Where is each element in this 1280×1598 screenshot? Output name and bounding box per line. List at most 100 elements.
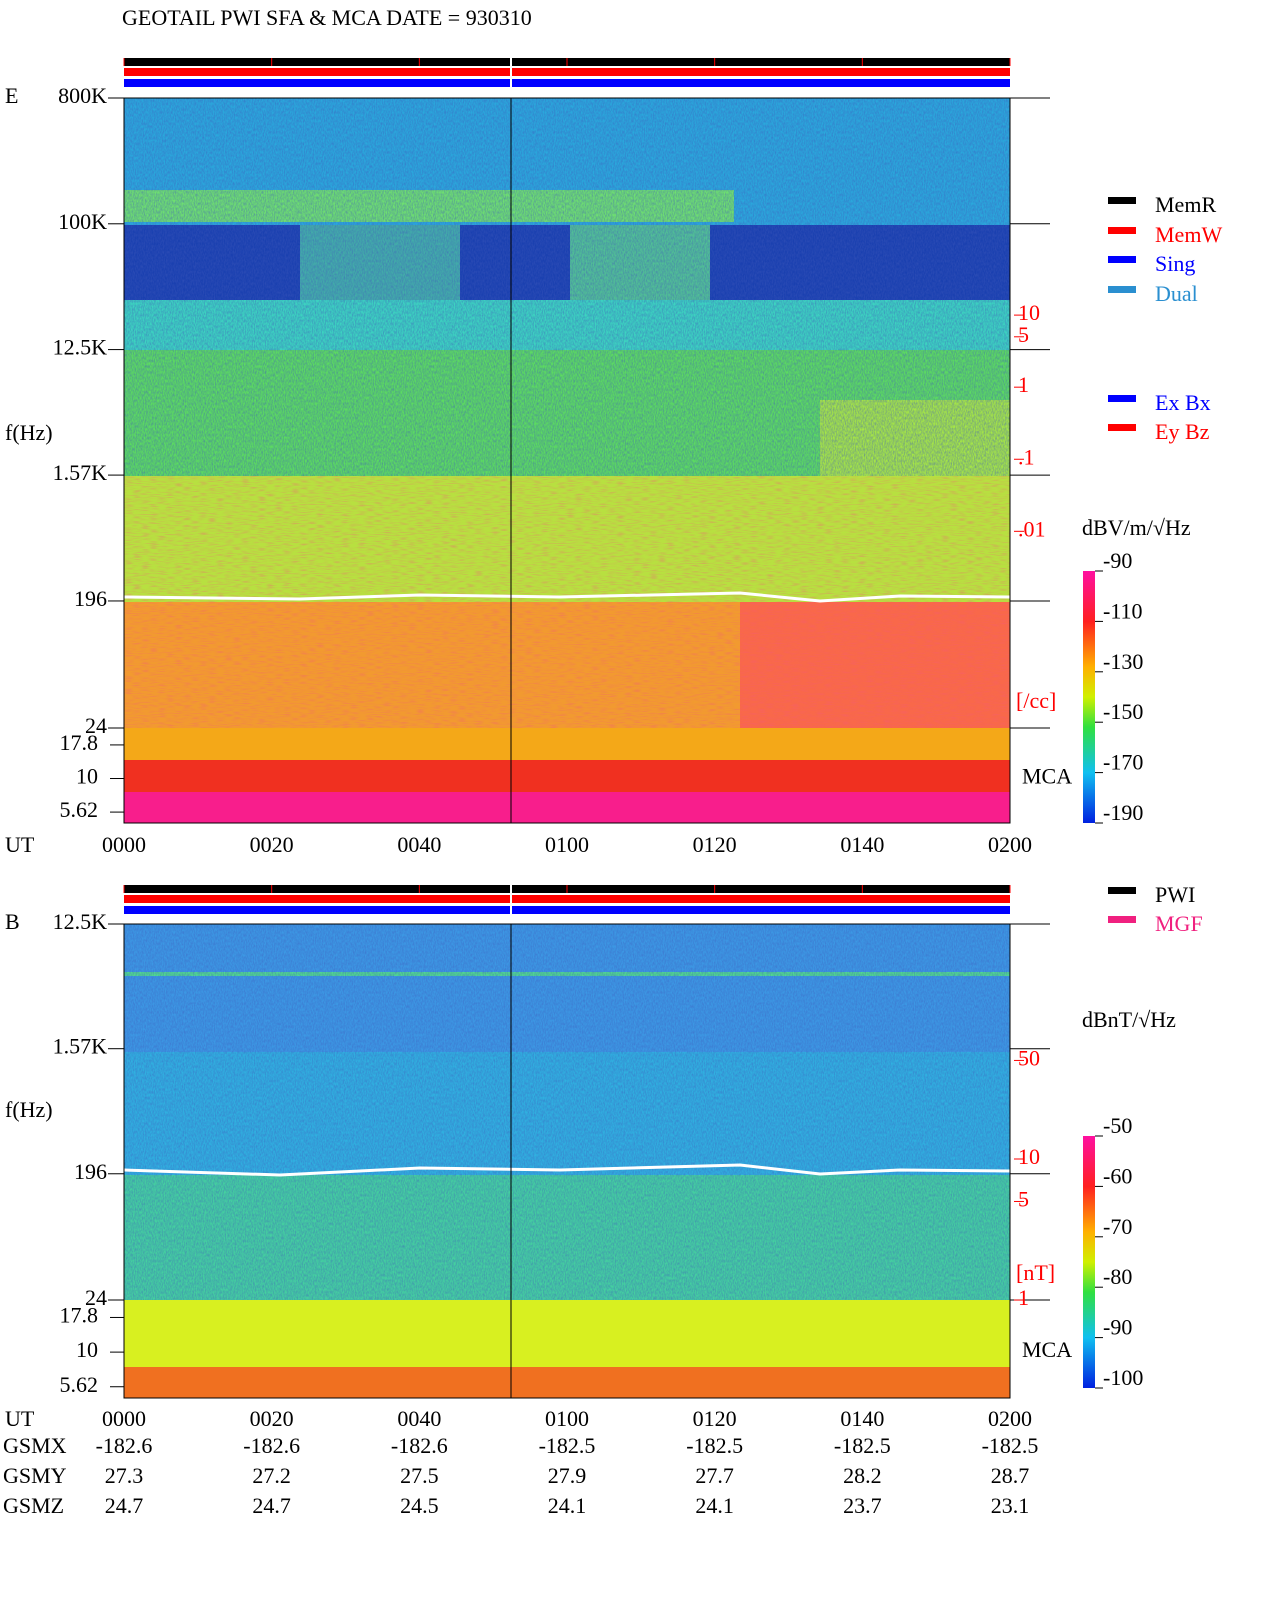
x-tick-label: 0000 (102, 832, 146, 857)
y-tick-label: 100K (58, 209, 107, 234)
legend-swatch (1108, 887, 1136, 894)
orbit-value: 27.3 (105, 1463, 144, 1488)
orbit-value: 28.7 (991, 1463, 1030, 1488)
density-tick-label: 1 (1018, 372, 1029, 397)
orbit-value: 27.7 (695, 1463, 734, 1488)
density-tick-label: .1 (1018, 444, 1035, 469)
frame (123, 923, 1011, 1399)
mca-tick-label: 10 (76, 1337, 98, 1362)
y-tick-label: 800K (58, 83, 107, 108)
status-bar (124, 68, 1010, 76)
x-axis-label: UT (5, 832, 35, 857)
orbit-value: 28.2 (843, 1463, 882, 1488)
legend-label: MemR (1155, 192, 1216, 217)
frame (123, 97, 1011, 824)
orbit-value: 27.9 (548, 1463, 587, 1488)
legend-label: MGF (1155, 911, 1203, 936)
x-tick-label: 0100 (545, 1406, 589, 1431)
panel-label: E (5, 83, 18, 108)
y-tick-label: 1.57K (53, 460, 108, 485)
density-unit: [nT] (1016, 1260, 1055, 1285)
orbit-row-label: GSMX (3, 1433, 67, 1458)
x-tick-label: 0040 (397, 832, 441, 857)
orbit-value: 23.7 (843, 1493, 882, 1518)
x-tick-label: 0120 (693, 1406, 737, 1431)
legend-swatch (1108, 395, 1136, 402)
density-tick-label: 1 (1018, 1285, 1029, 1310)
mca-tick-label: 17.8 (60, 1303, 99, 1328)
spectrogram-b (123, 924, 1011, 1398)
orbit-value: 24.5 (400, 1493, 439, 1518)
x-tick-label: 0200 (988, 1406, 1032, 1431)
status-bar (124, 906, 1010, 914)
mca-tick-label: 5.62 (60, 797, 99, 822)
y-tick-label: 12.5K (53, 335, 108, 360)
x-axis-label: UT (5, 1406, 35, 1431)
legend-label: Ex Bx (1155, 390, 1211, 415)
y-axis-label: f(Hz) (5, 1097, 53, 1122)
status-bar (124, 895, 1010, 903)
colorbar-tick-label: -90 (1103, 1315, 1132, 1340)
colorbar-tick-label: -80 (1103, 1264, 1132, 1289)
density-tick-label: .01 (1018, 516, 1046, 541)
colorbar (1083, 1136, 1095, 1388)
colorbar (1083, 571, 1095, 823)
density-tick-label: 50 (1018, 1045, 1040, 1070)
colorbar-tick-label: -190 (1103, 800, 1143, 825)
density-tick-label: 5 (1018, 322, 1029, 347)
legend-swatch (1108, 256, 1136, 263)
y-tick-label: 1.57K (53, 1034, 108, 1059)
colorbar-tick-label: -90 (1103, 548, 1132, 573)
legend-label: Dual (1155, 281, 1198, 306)
colorbar-tick-label: -110 (1103, 598, 1143, 623)
density-tick-label: 10 (1018, 1144, 1040, 1169)
spectrogram-e (123, 98, 1011, 823)
x-tick-label: 0020 (250, 832, 294, 857)
colorbar-tick-label: -50 (1103, 1113, 1132, 1138)
x-tick-label: 0000 (102, 1406, 146, 1431)
orbit-value: 24.1 (548, 1493, 587, 1518)
colorbar-label: dBnT/√Hz (1082, 1007, 1176, 1032)
y-tick-label: 196 (74, 1159, 107, 1184)
x-tick-label: 0140 (840, 1406, 884, 1431)
colorbar-tick-label: -70 (1103, 1214, 1132, 1239)
orbit-value: 24.7 (105, 1493, 144, 1518)
mca-tick-label: 17.8 (60, 730, 99, 755)
x-tick-label: 0040 (397, 1406, 441, 1431)
legend-label: Ey Bz (1155, 419, 1210, 444)
orbit-row-label: GSMY (3, 1463, 67, 1488)
panel-label: B (5, 909, 20, 934)
orbit-value: 24.7 (252, 1493, 291, 1518)
y-axis-label: f(Hz) (5, 420, 53, 445)
legend-swatch (1108, 227, 1136, 234)
orbit-value: 23.1 (991, 1493, 1030, 1518)
legend-label: Sing (1155, 251, 1195, 276)
orbit-value: -182.6 (96, 1433, 153, 1458)
legend-label: PWI (1155, 882, 1195, 907)
x-tick-label: 0100 (545, 832, 589, 857)
mca-label: MCA (1022, 1337, 1072, 1362)
density-unit: [/cc] (1016, 688, 1056, 713)
orbit-value: 27.5 (400, 1463, 439, 1488)
x-tick-label: 0140 (840, 832, 884, 857)
mca-tick-label: 5.62 (60, 1372, 99, 1397)
orbit-value: -182.6 (391, 1433, 448, 1458)
title: GEOTAIL PWI SFA & MCA DATE = 930310 (122, 5, 532, 30)
orbit-value: 24.1 (695, 1493, 734, 1518)
colorbar-tick-label: -60 (1103, 1163, 1132, 1188)
legend-swatch (1108, 197, 1136, 204)
orbit-value: 27.2 (252, 1463, 291, 1488)
y-tick-label: 24 (85, 713, 107, 738)
density-tick-label: 5 (1018, 1187, 1029, 1212)
orbit-value: -182.5 (686, 1433, 743, 1458)
orbit-value: -182.5 (539, 1433, 596, 1458)
legend-swatch (1108, 916, 1136, 923)
x-tick-label: 0120 (693, 832, 737, 857)
colorbar-tick-label: -100 (1103, 1365, 1143, 1390)
orbit-value: -182.6 (243, 1433, 300, 1458)
status-bar (124, 79, 1010, 87)
colorbar-tick-label: -150 (1103, 699, 1143, 724)
density-tick-label: 10 (1018, 300, 1040, 325)
